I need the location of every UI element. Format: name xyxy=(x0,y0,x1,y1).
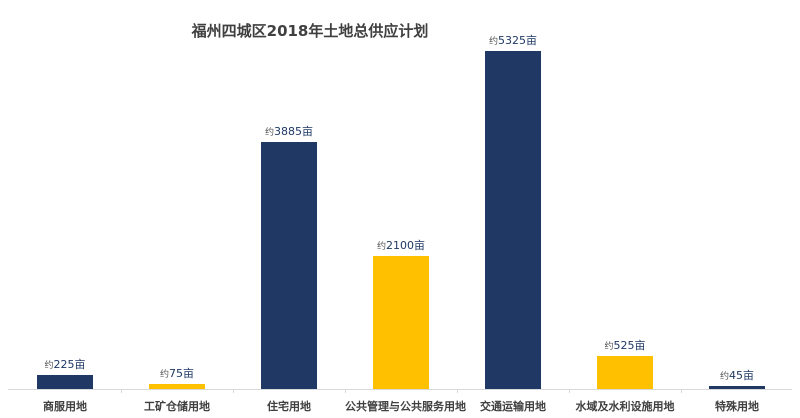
x-axis-tick xyxy=(121,389,122,393)
bar-group: 约525亩 xyxy=(569,337,681,389)
bar-value-label: 约2100亩 xyxy=(376,239,425,252)
bar-group: 约45亩 xyxy=(681,367,793,389)
x-tick-label: 特殊用地 xyxy=(715,400,759,413)
bar xyxy=(485,51,541,389)
bar-value-label: 约75亩 xyxy=(159,367,194,380)
bar-group: 约3885亩 xyxy=(233,123,345,389)
bar xyxy=(149,384,205,389)
x-axis-tick xyxy=(681,389,682,393)
bar-value-label: 约5325亩 xyxy=(488,34,537,47)
x-tick-label: 商服用地 xyxy=(43,400,87,413)
bar-value-label: 约525亩 xyxy=(604,339,646,352)
x-axis-tick xyxy=(345,389,346,393)
bar-value-label: 约225亩 xyxy=(44,358,86,371)
x-tick-label: 交通运输用地 xyxy=(480,400,546,413)
bar-value-label: 约45亩 xyxy=(719,369,754,382)
x-axis-tick xyxy=(457,389,458,393)
bar-group: 约75亩 xyxy=(121,365,233,389)
x-tick-label: 工矿仓储用地 xyxy=(144,400,210,413)
x-tick-label: 住宅用地 xyxy=(267,400,311,413)
x-tick-label: 水域及水利设施用地 xyxy=(575,400,675,413)
bar xyxy=(37,375,93,389)
x-axis-tick xyxy=(569,389,570,393)
x-tick-label: 公共管理与公共服务用地 xyxy=(345,400,466,413)
x-axis-tick xyxy=(233,389,234,393)
bar xyxy=(597,356,653,389)
bar xyxy=(709,386,765,389)
bar-group: 约225亩 xyxy=(9,356,121,389)
x-axis-line xyxy=(8,389,792,390)
bar xyxy=(261,142,317,389)
bar-group: 约2100亩 xyxy=(345,237,457,389)
bar-group: 约5325亩 xyxy=(457,32,569,389)
bar xyxy=(373,256,429,389)
bar-value-label: 约3885亩 xyxy=(264,125,313,138)
chart-title: 福州四城区2018年土地总供应计划 xyxy=(191,22,429,40)
